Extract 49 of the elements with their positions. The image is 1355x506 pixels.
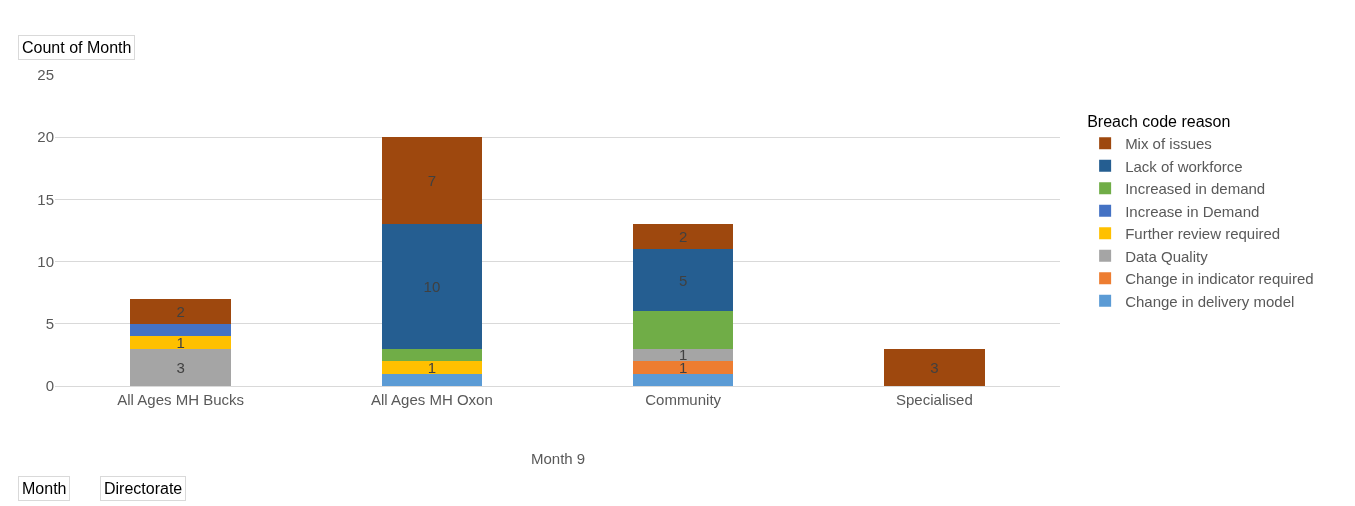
bar xyxy=(381,348,483,362)
bar xyxy=(632,373,734,386)
data-label: 7 xyxy=(427,172,437,190)
y-tick-label: 25 xyxy=(37,66,54,84)
bar xyxy=(381,373,483,386)
legend-label: Mix of issues xyxy=(1125,135,1212,152)
legend-label: Change in indicator required xyxy=(1125,270,1314,287)
legend-label: Lack of workforce xyxy=(1125,157,1243,175)
bar xyxy=(381,361,483,374)
legend-title: Breach code reason xyxy=(1087,112,1231,130)
data-label: 2 xyxy=(176,302,185,320)
bar xyxy=(381,224,483,349)
data-label: 3 xyxy=(176,358,185,376)
y-tick-label: 0 xyxy=(45,377,54,395)
bar xyxy=(632,311,734,349)
data-label: 1 xyxy=(427,358,437,376)
legend-label: Data Quality xyxy=(1125,247,1209,265)
x-tick-label: Specialised xyxy=(896,391,973,408)
text: Month xyxy=(22,480,67,497)
data-label: 10 xyxy=(423,277,441,295)
bar xyxy=(884,348,985,386)
legend-label: Change in delivery model xyxy=(1125,292,1295,310)
y-tick-label: 5 xyxy=(45,315,54,333)
bar xyxy=(632,348,734,362)
y-axis-title: Count of Month xyxy=(22,39,132,56)
bar xyxy=(130,323,231,337)
y-tick-label: 20 xyxy=(37,128,54,146)
data-label: 1 xyxy=(176,333,185,351)
y-tick-label: 15 xyxy=(37,190,54,208)
data-label: 5 xyxy=(678,271,688,289)
x-axis-title: Month 9 xyxy=(531,450,586,467)
bar xyxy=(130,336,231,349)
data-label: 1 xyxy=(678,346,688,364)
bar xyxy=(632,249,734,312)
bar xyxy=(632,361,734,374)
legend-label: Increase in Demand xyxy=(1125,202,1260,220)
data-label: 2 xyxy=(678,228,688,246)
data-label: 3 xyxy=(930,358,939,376)
x-tick-label: All Ages MH Oxon xyxy=(371,391,493,408)
bar xyxy=(381,137,483,225)
x-tick-label: Community xyxy=(645,391,722,408)
bar xyxy=(130,348,231,386)
bar xyxy=(632,224,734,250)
y-tick-label: 10 xyxy=(37,252,54,270)
legend-label: Increased in demand xyxy=(1125,180,1266,197)
text: Directorate xyxy=(104,480,183,497)
bar xyxy=(130,298,231,324)
legend-label: Further review required xyxy=(1125,225,1281,242)
x-tick-label: All Ages MH Bucks xyxy=(117,391,244,408)
